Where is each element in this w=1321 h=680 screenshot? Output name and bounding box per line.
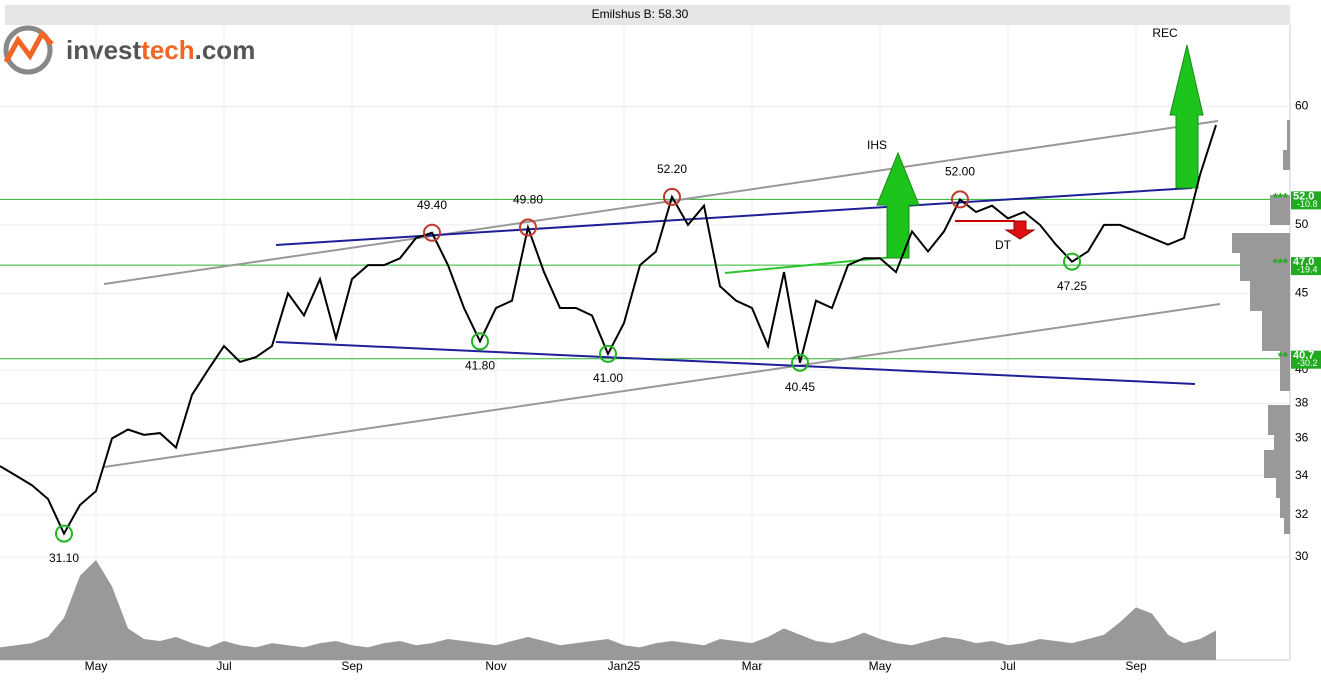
title-bar bbox=[5, 5, 1290, 25]
logo: investtech.com bbox=[3, 25, 255, 75]
x-tick-label: May bbox=[85, 659, 108, 673]
signal-arrows bbox=[876, 44, 1204, 259]
extremum-label: 41.00 bbox=[593, 371, 623, 385]
extremum-label: 49.40 bbox=[417, 198, 447, 212]
extremum-label: 31.10 bbox=[49, 551, 79, 565]
pattern-label: DT bbox=[995, 238, 1012, 252]
level-stars: *** bbox=[1273, 190, 1289, 205]
level-change: -30.2 bbox=[1297, 358, 1318, 368]
y-tick-label: 36 bbox=[1295, 431, 1309, 445]
y-tick-label: 30 bbox=[1295, 549, 1309, 563]
logo-zigzag bbox=[3, 29, 54, 64]
rec-arrow bbox=[1169, 44, 1204, 189]
extremum-marker bbox=[1063, 252, 1081, 271]
level-label: 40.7 bbox=[1293, 350, 1314, 362]
channel-upper bbox=[103, 120, 1219, 285]
extremum-label: 40.45 bbox=[785, 380, 815, 394]
extremum-marker bbox=[55, 524, 73, 543]
pattern-label: REC bbox=[1152, 26, 1178, 40]
grid bbox=[0, 25, 1290, 660]
x-tick-label: Sep bbox=[341, 659, 363, 673]
level-change: -19.4 bbox=[1297, 265, 1318, 275]
logo-accent: tech bbox=[141, 35, 194, 65]
y-tick-label: 34 bbox=[1295, 468, 1309, 482]
level-box bbox=[1291, 350, 1321, 369]
extremum-marker bbox=[519, 218, 537, 237]
y-tick-label: 32 bbox=[1295, 507, 1309, 521]
extremum-marker bbox=[791, 353, 809, 372]
extremum-label: 52.20 bbox=[657, 162, 687, 176]
ihs-arrow bbox=[876, 151, 920, 259]
logo-suffix: .com bbox=[195, 35, 256, 65]
extremum-label: 52.00 bbox=[945, 165, 975, 179]
extremum-marker bbox=[663, 187, 681, 206]
y-tick-label: 45 bbox=[1295, 286, 1309, 300]
level-box bbox=[1291, 191, 1321, 210]
x-tick-label: Mar bbox=[742, 659, 763, 673]
extremum-label: 49.80 bbox=[513, 193, 543, 207]
support-line bbox=[275, 341, 1196, 385]
extremum-marker bbox=[951, 190, 969, 209]
level-label: 47.0 bbox=[1293, 256, 1314, 268]
trend-lines bbox=[103, 120, 1221, 468]
level-stars: *** bbox=[1273, 256, 1289, 271]
level-box bbox=[1291, 257, 1321, 276]
y-tick-label: 38 bbox=[1295, 395, 1309, 409]
level-change: -10.8 bbox=[1297, 199, 1318, 209]
x-tick-label: May bbox=[869, 659, 892, 673]
level-label: 52.0 bbox=[1293, 190, 1314, 202]
x-tick-label: Jul bbox=[216, 659, 231, 673]
x-tick-label: Jul bbox=[1000, 659, 1015, 673]
channel-lower bbox=[103, 303, 1221, 468]
level-stars: ** bbox=[1278, 349, 1289, 364]
volume-area bbox=[0, 560, 1216, 660]
pattern-label: IHS bbox=[867, 138, 887, 152]
dt-arrow bbox=[1004, 220, 1036, 240]
extremum-marker bbox=[599, 344, 617, 363]
y-tick-label: 50 bbox=[1295, 217, 1309, 231]
logo-brand: invest bbox=[66, 35, 141, 65]
y-tick-label: 60 bbox=[1295, 99, 1309, 113]
logo-ring bbox=[3, 25, 53, 75]
extremum-label: 41.80 bbox=[465, 359, 495, 373]
x-tick-label: Jan25 bbox=[608, 659, 641, 673]
price-line bbox=[0, 124, 1217, 536]
resistance-line bbox=[275, 187, 1193, 246]
x-tick-label: Nov bbox=[485, 659, 506, 673]
extremum-label: 47.25 bbox=[1057, 279, 1087, 293]
logo-text: investtech.com bbox=[66, 35, 255, 65]
extremum-marker bbox=[423, 223, 441, 242]
x-tick-label: Sep bbox=[1125, 659, 1147, 673]
extremum-marker bbox=[471, 332, 489, 351]
price-distribution bbox=[1232, 120, 1290, 534]
chart-title: Emilshus B: 58.30 bbox=[592, 7, 689, 21]
